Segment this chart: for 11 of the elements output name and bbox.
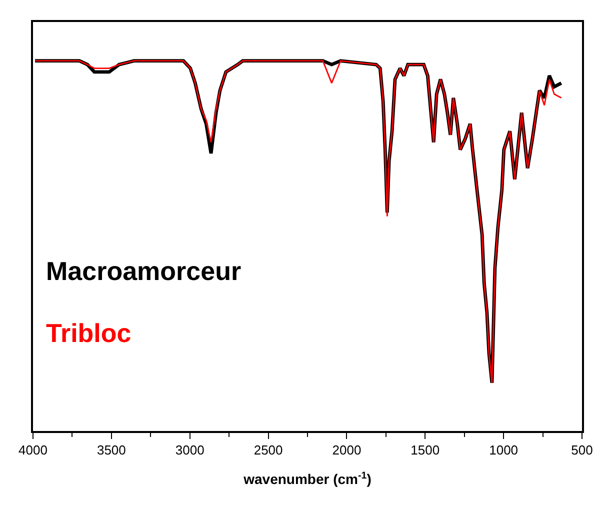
x-axis-title: wavenumber (cm$^{-1}$) bbox=[242, 470, 372, 488]
x-tick-label: 500 bbox=[571, 442, 593, 458]
x-tick-label: 1000 bbox=[489, 442, 518, 458]
text: Tribloc bbox=[46, 318, 132, 348]
x-tick-label: 2500 bbox=[254, 442, 283, 458]
x-tick-label: 4000 bbox=[18, 442, 48, 458]
text: Macroamorceur bbox=[46, 256, 242, 286]
x-tick-label: 1500 bbox=[410, 442, 440, 458]
x-tick-label: 3000 bbox=[175, 442, 204, 458]
x-tick-label: 3500 bbox=[96, 442, 126, 458]
x-tick-label: 2000 bbox=[332, 442, 362, 458]
